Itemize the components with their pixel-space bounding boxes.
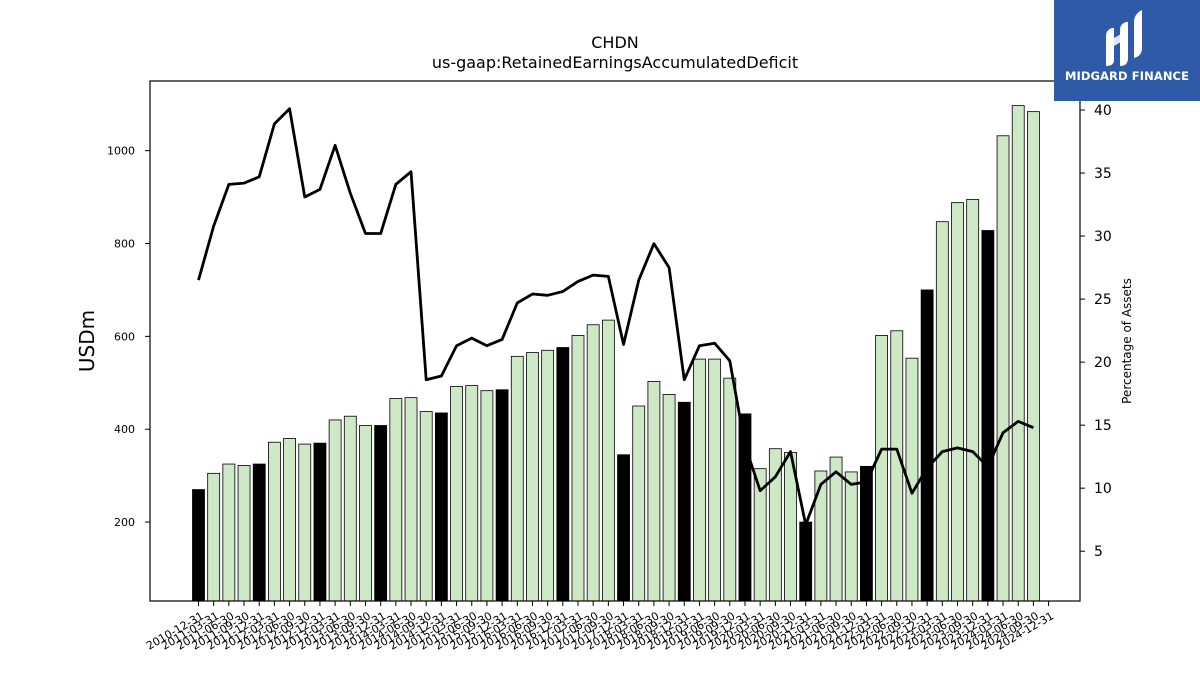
bar: [920, 289, 934, 602]
bar: [495, 389, 509, 602]
y2-tick-label: 40: [1094, 103, 1112, 119]
bar: [708, 358, 722, 602]
bar: [526, 352, 539, 602]
y2-axis-label: Percentage of Assets: [1120, 278, 1134, 404]
bar: [844, 471, 858, 602]
y-tick-label: 600: [114, 330, 135, 343]
y-axis-label: USDm: [75, 310, 99, 372]
y-tick-label: 400: [114, 423, 135, 436]
bar: [343, 415, 357, 602]
bar: [313, 442, 327, 602]
bar: [647, 380, 661, 602]
bar: [192, 489, 205, 602]
y2-tick-label: 10: [1094, 481, 1112, 497]
bar: [693, 358, 706, 602]
bar: [404, 397, 418, 602]
bar: [359, 425, 372, 602]
bar: [465, 385, 479, 602]
axes: [149, 80, 1081, 602]
logo-mark-icon: [1106, 10, 1142, 66]
percentage-line: [197, 107, 1034, 527]
bar: [389, 398, 403, 602]
bar: [601, 319, 615, 602]
bar: [829, 456, 843, 602]
bar: [617, 454, 630, 602]
chart-title: CHDN: [591, 33, 639, 52]
bar: [981, 230, 995, 602]
plot-frame: [149, 80, 1081, 602]
left-axis-ticks: 200 400 600 800 1000: [107, 145, 150, 529]
bar: [222, 463, 236, 602]
bar: [267, 441, 281, 602]
right-axis-ticks: 5 10 15 20 25 30 35 40: [1080, 103, 1112, 560]
bar: [860, 465, 873, 602]
x-axis-ticks: 2010-12-312011-03-312011-06-302011-09-30…: [144, 601, 1056, 653]
bar: [419, 411, 433, 602]
bar: [510, 355, 524, 602]
logo-text: MIDGARD FINANCE: [1064, 69, 1190, 83]
bar: [480, 390, 494, 602]
bar: [586, 324, 600, 602]
bar-series: [192, 105, 1040, 602]
midgard-finance-logo: MIDGARD FINANCE: [1054, 0, 1200, 101]
bar: [890, 330, 904, 602]
bar: [814, 470, 828, 602]
bar: [434, 412, 448, 602]
y-tick-label: 200: [114, 516, 135, 529]
bar: [252, 463, 266, 602]
bar: [996, 135, 1010, 602]
bar: [450, 386, 463, 602]
bar: [374, 425, 388, 602]
y2-tick-label: 25: [1094, 292, 1112, 308]
bar: [935, 221, 949, 602]
bar: [875, 335, 888, 602]
bar: [632, 405, 646, 602]
bar: [1027, 111, 1040, 602]
bar: [799, 521, 813, 602]
bar: [1011, 105, 1025, 602]
y2-tick-label: 20: [1094, 355, 1112, 371]
bar: [571, 335, 585, 602]
bar: [662, 393, 676, 602]
y-tick-label: 800: [114, 238, 135, 251]
chart-subtitle: us-gaap:RetainedEarningsAccumulatedDefic…: [432, 53, 798, 72]
y2-tick-label: 30: [1094, 229, 1112, 245]
y-tick-label: 1000: [107, 145, 135, 158]
bar: [207, 472, 221, 602]
bar: [723, 377, 737, 602]
bar: [237, 465, 251, 602]
bar: [541, 349, 555, 602]
bar: [556, 347, 570, 602]
line-series: [197, 107, 1034, 527]
bar: [951, 202, 964, 602]
bar: [966, 198, 980, 602]
bar: [677, 401, 691, 602]
y2-tick-label: 35: [1094, 166, 1112, 182]
bar: [298, 443, 312, 602]
y2-tick-label: 15: [1094, 418, 1112, 434]
bar: [328, 419, 342, 602]
bar: [283, 438, 296, 602]
y2-tick-label: 5: [1094, 544, 1103, 560]
